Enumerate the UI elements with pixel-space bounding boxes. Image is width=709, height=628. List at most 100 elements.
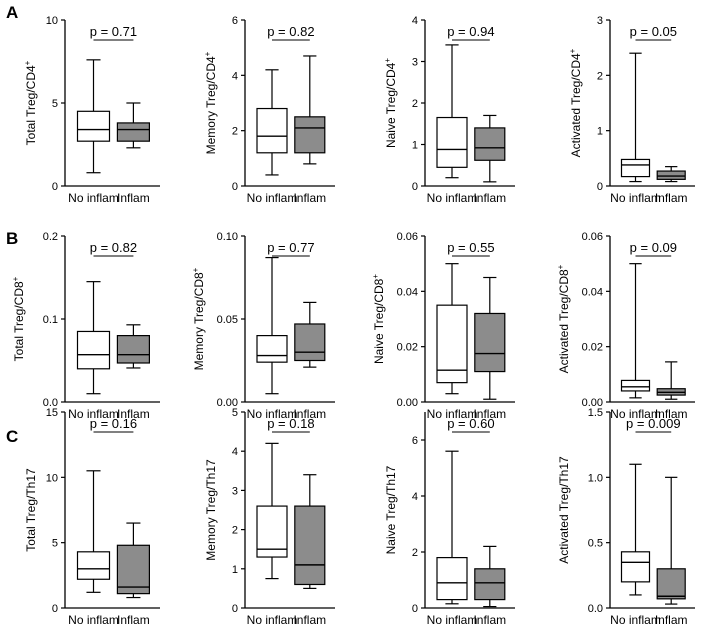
y-axis-label: Naive Treg/Th17 xyxy=(384,465,398,554)
iqr-box xyxy=(436,556,468,601)
y-tick-label: 0.06 xyxy=(397,231,418,243)
y-tick-label: 0.5 xyxy=(588,538,603,550)
y-tick-label: 3 xyxy=(232,485,238,497)
y-tick-label: 4 xyxy=(412,491,418,503)
iqr-box xyxy=(76,110,111,142)
iqr-box xyxy=(76,330,111,370)
x-category-label: Inflam xyxy=(117,613,150,627)
y-axis-label: Total Treg/Th17 xyxy=(24,468,38,552)
iqr-box xyxy=(436,116,468,168)
panel-b-3: 0.00 0.02 0.04 0.06 Naive Treg/CD8+ No inflam… xyxy=(371,231,515,421)
p-value-label: p = 0.71 xyxy=(90,24,137,39)
y-tick-label: 0.0 xyxy=(43,397,58,409)
box-no-inflam: No inflam xyxy=(610,263,661,421)
y-axis-label: Activated Treg/Th17 xyxy=(557,456,571,564)
x-category-label: No inflam xyxy=(610,613,661,627)
y-tick-label: 0 xyxy=(52,603,58,615)
y-tick-label: 0.10 xyxy=(217,231,238,243)
box-no-inflam: No inflam xyxy=(68,59,119,205)
box-no-inflam: No inflam xyxy=(427,263,478,421)
x-category-label: No inflam xyxy=(247,613,298,627)
y-tick-label: 0 xyxy=(52,181,58,193)
box-inflam: Inflam xyxy=(293,474,326,627)
y-tick-label: 5 xyxy=(52,98,58,110)
p-value-label: p = 0.009 xyxy=(626,416,681,431)
box-no-inflam: No inflam xyxy=(68,281,119,421)
y-tick-label: 0.06 xyxy=(582,231,603,243)
y-axis-label: Naive Treg/CD4+ xyxy=(383,58,398,148)
iqr-box xyxy=(656,170,686,180)
y-axis-label: Naive Treg/CD8+ xyxy=(371,274,386,364)
y-tick-label: 1.0 xyxy=(588,472,603,484)
y-tick-label: 0.05 xyxy=(217,314,238,326)
x-category-label: Inflam xyxy=(473,613,506,627)
iqr-box xyxy=(436,304,468,384)
box-inflam: Inflam xyxy=(293,55,326,205)
y-tick-label: 0 xyxy=(232,603,238,615)
iqr-box xyxy=(256,335,288,363)
box-inflam: Inflam xyxy=(655,361,688,421)
x-category-label: No inflam xyxy=(247,191,298,205)
box-inflam: Inflam xyxy=(473,545,506,627)
y-tick-label: 0.04 xyxy=(397,286,418,298)
y-tick-label: 4 xyxy=(412,15,418,27)
iqr-box xyxy=(294,116,326,154)
x-category-label: No inflam xyxy=(610,191,661,205)
y-tick-label: 3 xyxy=(412,57,418,69)
y-axis-label: Memory Treg/CD4+ xyxy=(203,51,218,154)
iqr-box xyxy=(620,379,651,392)
p-value-label: p = 0.82 xyxy=(90,240,137,255)
iqr-box xyxy=(294,323,326,362)
box-inflam: Inflam xyxy=(116,324,151,421)
x-category-label: Inflam xyxy=(293,191,326,205)
x-category-label: No inflam xyxy=(427,407,478,421)
y-tick-label: 2 xyxy=(412,98,418,110)
box-no-inflam: No inflam xyxy=(610,463,661,627)
y-tick-label: 0.00 xyxy=(582,397,603,409)
box-inflam: Inflam xyxy=(473,276,506,421)
y-tick-label: 3 xyxy=(597,15,603,27)
box-no-inflam: No inflam xyxy=(68,470,119,627)
y-tick-label: 0.00 xyxy=(397,397,418,409)
y-tick-label: 10 xyxy=(46,15,58,27)
iqr-box xyxy=(474,127,506,161)
x-category-label: No inflam xyxy=(610,407,661,421)
panel-label-b: B xyxy=(6,229,18,248)
p-value-label: p = 0.82 xyxy=(267,24,314,39)
panel-label-a: A xyxy=(6,3,18,22)
iqr-box xyxy=(116,335,151,364)
x-category-label: Inflam xyxy=(655,191,688,205)
box-inflam: Inflam xyxy=(116,102,151,205)
p-value-label: p = 0.09 xyxy=(630,240,677,255)
p-value-label: p = 0.05 xyxy=(630,24,677,39)
y-tick-label: 4 xyxy=(232,446,238,458)
y-tick-label: 6 xyxy=(412,435,418,447)
y-tick-label: 1 xyxy=(412,140,418,152)
p-value-label: p = 0.60 xyxy=(447,416,494,431)
y-axis-label: Total Treg/CD4+ xyxy=(23,60,38,145)
x-category-label: Inflam xyxy=(473,407,506,421)
y-tick-label: 0.00 xyxy=(217,397,238,409)
p-value-label: p = 0.16 xyxy=(90,416,137,431)
y-tick-label: 6 xyxy=(232,15,238,27)
panel-c-4: 0.0 0.5 1.0 1.5 Activated Treg/Th17 No inflam… xyxy=(557,407,695,627)
y-tick-label: 1.5 xyxy=(588,407,603,419)
box-inflam: Inflam xyxy=(473,114,506,205)
y-tick-label: 0 xyxy=(412,181,418,193)
x-category-label: Inflam xyxy=(117,191,150,205)
y-tick-label: 5 xyxy=(232,407,238,419)
iqr-box xyxy=(474,312,506,373)
y-tick-label: 15 xyxy=(46,407,58,419)
box-inflam: Inflam xyxy=(293,301,326,421)
x-category-label: No inflam xyxy=(427,613,478,627)
y-tick-label: 0 xyxy=(412,603,418,615)
iqr-box xyxy=(656,568,686,600)
iqr-box xyxy=(116,122,151,142)
y-tick-label: 2 xyxy=(232,525,238,537)
